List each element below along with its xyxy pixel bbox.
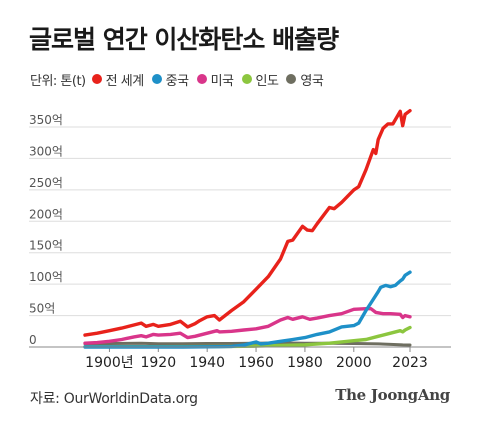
series-lines xyxy=(83,109,412,349)
legend-label-uk: 영국 xyxy=(300,73,324,89)
legend: 단위: 톤(t) 전 세계 중국 미국 인도 영국 xyxy=(30,68,331,90)
y-tick-label: 250억 xyxy=(29,176,63,190)
legend-label-usa: 미국 xyxy=(210,73,234,89)
y-tick-label: 50억 xyxy=(29,302,55,316)
legend-dot-india xyxy=(241,74,252,84)
y-tick-label: 200억 xyxy=(29,207,63,221)
grid-lines xyxy=(29,126,451,317)
legend-item-usa: 미국 xyxy=(196,70,234,89)
legend-item-uk: 영국 xyxy=(286,70,324,89)
legend-item-india: 인도 xyxy=(241,70,279,89)
x-tick-label: 2023 xyxy=(392,355,428,371)
legend-dot-usa xyxy=(196,74,207,84)
legend-item-world: 전 세계 xyxy=(91,70,145,89)
series-line-world xyxy=(83,109,412,337)
publisher-logo: The JoongAng xyxy=(335,386,450,404)
x-tick-label: 1960 xyxy=(238,355,274,371)
y-tick-label: 150억 xyxy=(29,239,63,253)
y-axis-ticks: 0 50억 100억 150억 200억 250억 300억 350억 xyxy=(29,113,63,347)
legend-item-china: 중국 xyxy=(151,70,189,89)
legend-label-india: 인도 xyxy=(255,73,279,89)
x-tick-label: 1980 xyxy=(287,355,323,371)
x-tick-label: 1920 xyxy=(140,355,176,371)
legend-label-world: 전 세계 xyxy=(105,73,145,89)
page-title: 글로벌 연간 이산화탄소 배출량 xyxy=(29,25,339,54)
y-tick-label: 100억 xyxy=(29,270,63,284)
legend-dot-china xyxy=(151,74,162,84)
x-tick-label: 1900년 xyxy=(85,355,134,371)
series-line-china xyxy=(83,270,412,349)
series-line-usa xyxy=(83,307,412,345)
legend-label-china: 중국 xyxy=(165,73,189,89)
y-tick-label: 300억 xyxy=(29,144,63,158)
source-note: 자료: OurWorldinData.org xyxy=(30,391,198,407)
x-tick-label: 2000 xyxy=(336,355,372,371)
y-tick-label: 350억 xyxy=(29,113,63,127)
x-tick-label: 1940 xyxy=(189,355,225,371)
unit-label: 단위: 톤(t) xyxy=(30,73,86,89)
x-axis-ticks: 1900년 1920 1940 1960 1980 2000 2023 xyxy=(85,347,428,371)
y-tick-label: 0 xyxy=(29,333,37,347)
legend-dot-world xyxy=(91,74,102,84)
legend-dot-uk xyxy=(286,74,297,84)
